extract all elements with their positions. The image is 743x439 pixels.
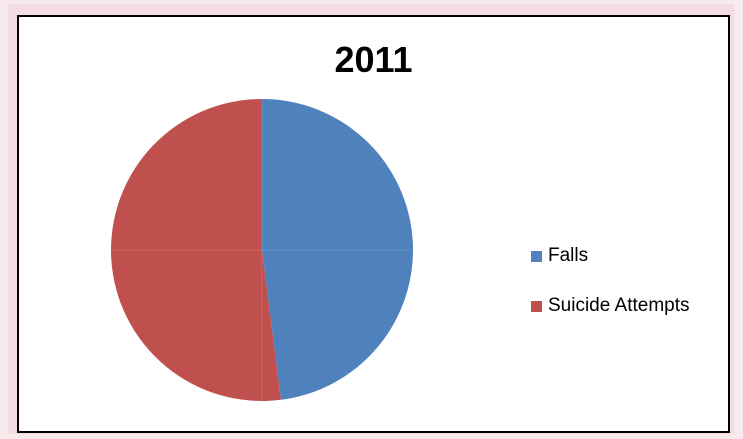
legend-label: Falls [548, 245, 589, 266]
chart-area: 2011 Falls Suicide Attempts [17, 15, 730, 433]
legend-swatch [531, 250, 542, 262]
pie-slice-suicide-attempts [111, 99, 281, 402]
legend-item: Falls [531, 245, 690, 267]
legend-label: Suicide Attempts [548, 295, 690, 316]
legend-item: Suicide Attempts [531, 295, 690, 317]
pie-plot [111, 99, 414, 402]
legend-swatch [531, 300, 542, 312]
legend: Falls Suicide Attempts [531, 245, 690, 345]
chart-title: 2011 [334, 39, 413, 80]
pie-slice-falls [262, 99, 414, 400]
